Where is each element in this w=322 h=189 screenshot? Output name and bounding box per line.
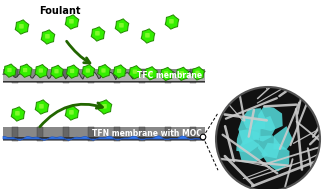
Polygon shape xyxy=(102,104,107,109)
Polygon shape xyxy=(141,29,155,43)
Bar xyxy=(3,127,205,141)
Bar xyxy=(3,79,205,82)
Polygon shape xyxy=(133,69,137,74)
Bar xyxy=(165,127,171,141)
Circle shape xyxy=(216,87,320,189)
Polygon shape xyxy=(54,69,59,74)
Bar xyxy=(12,127,18,141)
Bar xyxy=(114,69,120,83)
Polygon shape xyxy=(160,67,173,81)
Bar xyxy=(88,127,94,141)
Bar xyxy=(3,137,205,140)
Bar xyxy=(165,69,171,83)
Bar xyxy=(114,127,120,141)
Bar xyxy=(190,127,196,141)
Polygon shape xyxy=(35,64,48,78)
Polygon shape xyxy=(119,23,124,28)
Polygon shape xyxy=(11,107,25,121)
Polygon shape xyxy=(101,68,106,73)
Polygon shape xyxy=(180,71,184,75)
Polygon shape xyxy=(69,110,74,115)
Circle shape xyxy=(200,134,206,140)
Polygon shape xyxy=(70,69,74,73)
Polygon shape xyxy=(39,104,44,109)
Polygon shape xyxy=(3,136,205,140)
Polygon shape xyxy=(258,106,283,131)
Polygon shape xyxy=(165,15,179,29)
Bar xyxy=(139,127,145,141)
Polygon shape xyxy=(176,67,189,81)
Polygon shape xyxy=(95,31,100,36)
Polygon shape xyxy=(82,65,95,78)
Polygon shape xyxy=(195,70,200,75)
Polygon shape xyxy=(129,66,142,79)
Polygon shape xyxy=(236,129,259,153)
Bar xyxy=(37,69,43,83)
Polygon shape xyxy=(19,64,32,77)
Polygon shape xyxy=(7,68,12,72)
Text: TFN membrane with MOC: TFN membrane with MOC xyxy=(92,129,202,139)
Polygon shape xyxy=(66,65,79,78)
Polygon shape xyxy=(273,126,293,150)
Circle shape xyxy=(216,87,320,189)
Polygon shape xyxy=(238,115,260,145)
Polygon shape xyxy=(15,20,29,34)
Polygon shape xyxy=(15,111,20,116)
Bar xyxy=(3,69,205,83)
Polygon shape xyxy=(251,116,276,142)
Polygon shape xyxy=(35,100,49,114)
Polygon shape xyxy=(164,71,168,76)
Polygon shape xyxy=(242,108,265,130)
Polygon shape xyxy=(86,68,90,73)
Polygon shape xyxy=(113,65,126,78)
Polygon shape xyxy=(23,68,27,72)
Polygon shape xyxy=(69,19,74,24)
Bar xyxy=(37,127,43,141)
Bar xyxy=(63,127,69,141)
Polygon shape xyxy=(115,19,129,33)
Polygon shape xyxy=(145,33,150,38)
Polygon shape xyxy=(98,100,112,114)
Text: TFC membrane: TFC membrane xyxy=(137,71,202,81)
Polygon shape xyxy=(192,67,204,80)
Polygon shape xyxy=(45,34,50,39)
Polygon shape xyxy=(19,24,24,29)
Polygon shape xyxy=(169,19,174,24)
Polygon shape xyxy=(41,30,55,44)
Bar xyxy=(63,69,69,83)
Bar xyxy=(12,69,18,83)
Polygon shape xyxy=(65,15,79,29)
Polygon shape xyxy=(238,136,268,162)
Polygon shape xyxy=(3,71,205,81)
Bar xyxy=(88,69,94,83)
Bar xyxy=(139,69,145,83)
Polygon shape xyxy=(261,143,289,172)
Polygon shape xyxy=(148,70,153,75)
Polygon shape xyxy=(98,64,110,78)
Text: Foulant: Foulant xyxy=(39,6,81,16)
Polygon shape xyxy=(4,64,16,77)
Polygon shape xyxy=(51,65,63,79)
Polygon shape xyxy=(145,67,157,80)
Polygon shape xyxy=(65,106,79,120)
Polygon shape xyxy=(258,135,281,158)
Polygon shape xyxy=(117,69,121,73)
Polygon shape xyxy=(91,27,105,41)
Polygon shape xyxy=(39,68,43,73)
Bar xyxy=(190,69,196,83)
